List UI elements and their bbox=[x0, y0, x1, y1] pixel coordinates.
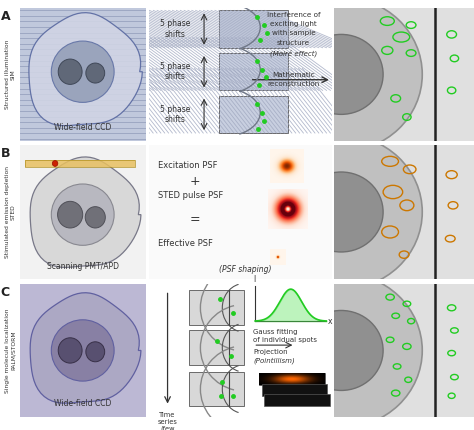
Bar bbox=[264, 394, 330, 406]
Bar bbox=[25, 160, 136, 167]
Text: (Moiré effect): (Moiré effect) bbox=[270, 49, 317, 57]
Circle shape bbox=[58, 201, 82, 228]
Text: Time
series
(few
1,000
expo-
sures): Time series (few 1,000 expo- sures) bbox=[157, 412, 178, 430]
Text: exciting light: exciting light bbox=[270, 21, 317, 27]
Circle shape bbox=[299, 310, 383, 390]
Ellipse shape bbox=[51, 184, 114, 245]
Text: STED pulse PSF: STED pulse PSF bbox=[158, 190, 224, 200]
Text: Mathematic: Mathematic bbox=[272, 72, 315, 78]
Ellipse shape bbox=[51, 41, 114, 102]
Circle shape bbox=[260, 273, 422, 428]
Bar bbox=[190, 331, 244, 365]
Polygon shape bbox=[29, 12, 142, 126]
Circle shape bbox=[260, 135, 422, 289]
Bar bbox=[190, 372, 244, 406]
Text: of individual spots: of individual spots bbox=[253, 337, 317, 343]
Circle shape bbox=[299, 34, 383, 114]
Bar bbox=[259, 373, 325, 385]
Text: (PSF shaping): (PSF shaping) bbox=[219, 265, 271, 274]
Circle shape bbox=[52, 160, 58, 166]
Bar bbox=[262, 384, 327, 396]
Text: x: x bbox=[328, 316, 333, 326]
Text: I: I bbox=[253, 275, 255, 284]
Text: Single molecule localization
PALM/STORM: Single molecule localization PALM/STORM bbox=[5, 308, 16, 393]
Text: with sample: with sample bbox=[272, 31, 315, 37]
Text: Stimulated emission depletion
STED: Stimulated emission depletion STED bbox=[5, 166, 16, 258]
Circle shape bbox=[58, 59, 82, 84]
Text: +: + bbox=[190, 175, 200, 188]
Text: Projection: Projection bbox=[253, 349, 288, 355]
Text: 5 phase
shifts: 5 phase shifts bbox=[160, 104, 190, 124]
Text: A: A bbox=[0, 10, 10, 23]
Polygon shape bbox=[30, 157, 141, 267]
Bar bbox=[25, 160, 136, 167]
Circle shape bbox=[86, 63, 105, 83]
Text: Interference of: Interference of bbox=[267, 12, 320, 18]
Text: B: B bbox=[0, 147, 10, 160]
Text: Scanning PMT/APD: Scanning PMT/APD bbox=[47, 261, 118, 270]
Text: 5 phase
shifts: 5 phase shifts bbox=[160, 62, 190, 81]
Text: structure: structure bbox=[277, 40, 310, 46]
Text: Gauss fitting: Gauss fitting bbox=[253, 329, 298, 335]
Text: 5 phase
shifts: 5 phase shifts bbox=[160, 19, 190, 39]
Circle shape bbox=[58, 338, 82, 363]
Ellipse shape bbox=[51, 320, 114, 381]
Text: C: C bbox=[0, 286, 9, 299]
Text: reconstruction: reconstruction bbox=[267, 81, 319, 87]
Text: Excitation PSF: Excitation PSF bbox=[158, 161, 218, 170]
Bar bbox=[219, 10, 288, 48]
Text: Structured illumination
SIM: Structured illumination SIM bbox=[5, 40, 16, 109]
Text: (Pointillism): (Pointillism) bbox=[253, 357, 295, 364]
Bar bbox=[190, 291, 244, 325]
Circle shape bbox=[260, 0, 422, 152]
Text: Wide-field CCD: Wide-field CCD bbox=[54, 123, 111, 132]
Bar bbox=[219, 53, 288, 90]
Circle shape bbox=[299, 172, 383, 252]
Text: Wide-field CCD: Wide-field CCD bbox=[54, 399, 111, 408]
Polygon shape bbox=[30, 293, 141, 403]
Text: Effective PSF: Effective PSF bbox=[158, 239, 213, 248]
Circle shape bbox=[86, 342, 105, 362]
Circle shape bbox=[85, 207, 105, 228]
Bar bbox=[219, 96, 288, 133]
Text: =: = bbox=[190, 213, 200, 227]
